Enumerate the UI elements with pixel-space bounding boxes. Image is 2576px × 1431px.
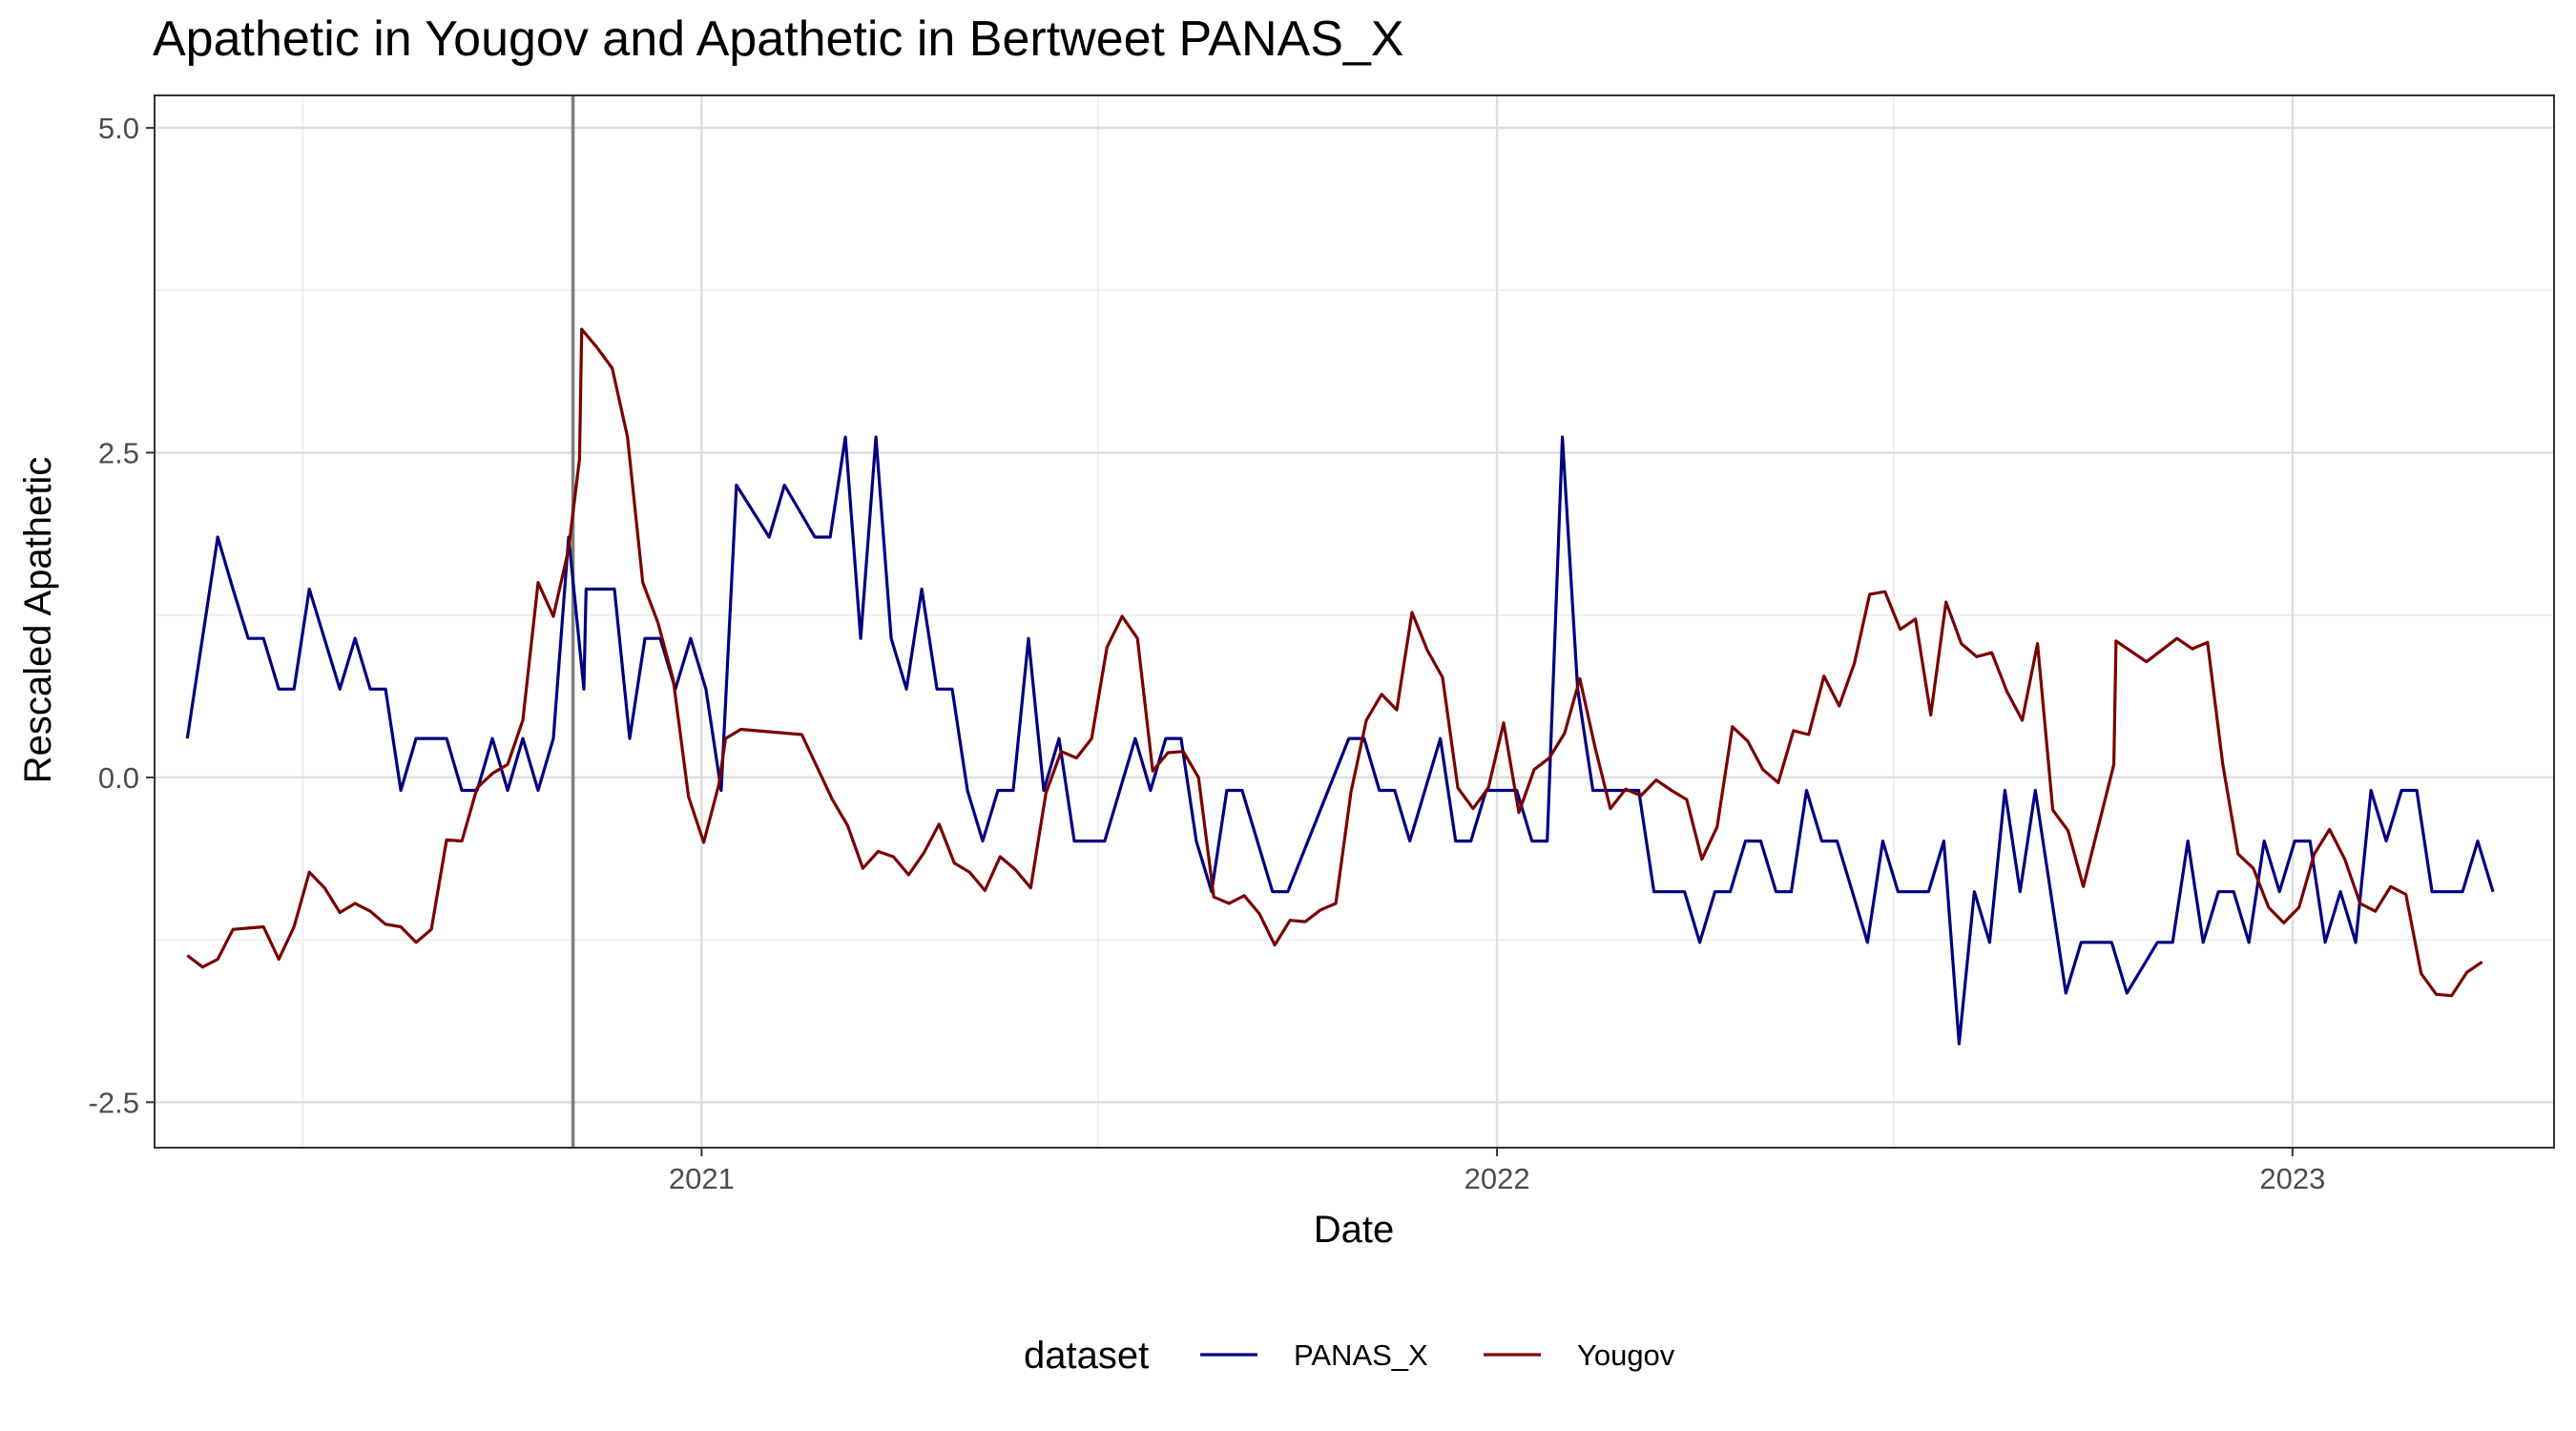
- y-tick-label: 0.0: [98, 761, 139, 795]
- legend-title: dataset: [1024, 1335, 1149, 1377]
- x-tick-label: 2023: [2259, 1162, 2325, 1195]
- x-tick-label: 2021: [669, 1162, 735, 1195]
- legend: dataset PANAS_X Yougov: [1024, 1335, 1675, 1377]
- chart-title: Apathetic in Yougov and Apathetic in Ber…: [153, 11, 1403, 67]
- y-tick-label: 2.5: [98, 436, 139, 469]
- y-tick-label: 5.0: [98, 112, 139, 145]
- plot-panel-border: [154, 94, 2555, 1149]
- legend-label: Yougov: [1577, 1338, 1675, 1372]
- x-axis-title: Date: [1314, 1209, 1395, 1251]
- x-axis: 2021 2022 2023: [669, 1148, 2325, 1195]
- series-line-yougov: [186, 327, 2483, 998]
- series-lines: [185, 327, 2495, 1046]
- x-tick-label: 2022: [1465, 1162, 1530, 1195]
- y-axis-title: Rescaled Apathetic: [17, 457, 59, 783]
- y-tick-label: -2.5: [89, 1086, 139, 1119]
- legend-label: PANAS_X: [1294, 1338, 1428, 1372]
- y-axis: 5.0 2.5 0.0 -2.5: [89, 112, 155, 1119]
- legend-items: PANAS_X Yougov: [1200, 1338, 1675, 1372]
